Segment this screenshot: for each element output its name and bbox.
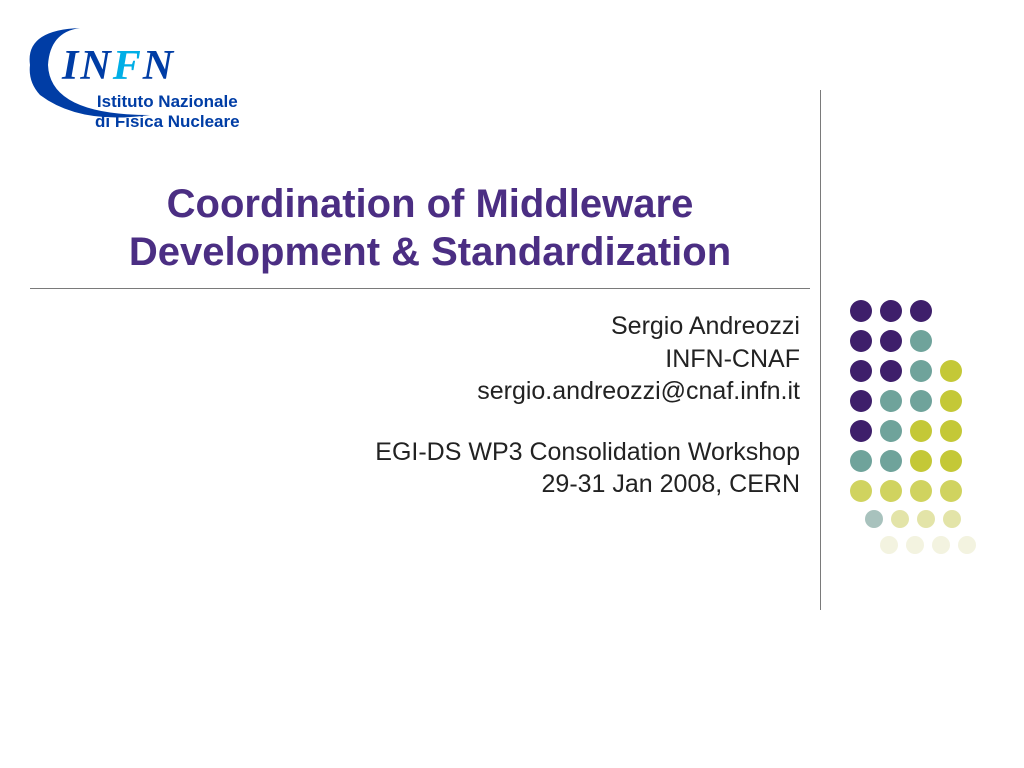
dot [850, 360, 872, 382]
dot-row [850, 480, 976, 502]
dot [940, 420, 962, 442]
logo-letter-i: I [62, 43, 80, 89]
dot [880, 390, 902, 412]
dot [940, 360, 962, 382]
dot-row [850, 420, 976, 442]
dot [917, 510, 935, 528]
dot-row [850, 450, 976, 472]
author-block: Sergio Andreozzi INFN-CNAF sergio.andreo… [60, 310, 800, 501]
dot [850, 330, 872, 352]
author-name: Sergio Andreozzi [60, 310, 800, 343]
logo-letter-f: F [113, 43, 143, 89]
author-affiliation: INFN-CNAF [60, 343, 800, 376]
dot-row [850, 360, 976, 382]
dot-row-faded [865, 510, 976, 528]
logo-letter-n2: N [143, 43, 175, 89]
dot [880, 450, 902, 472]
dot [880, 300, 902, 322]
dot [850, 390, 872, 412]
event-name: EGI-DS WP3 Consolidation Workshop [60, 436, 800, 469]
event-date-location: 29-31 Jan 2008, CERN [60, 468, 800, 501]
logo-subtitle-line2: di Fisica Nucleare [95, 112, 240, 132]
dot [958, 536, 976, 554]
decorative-dot-grid [850, 300, 976, 562]
dot [910, 450, 932, 472]
infn-logo: INFN Istituto Nazionale di Fisica Nuclea… [20, 20, 280, 150]
dot [910, 330, 932, 352]
dot [880, 480, 902, 502]
dot [932, 536, 950, 554]
dot [850, 480, 872, 502]
dot [906, 536, 924, 554]
logo-acronym: INFN [62, 42, 175, 90]
logo-letter-n1: N [80, 43, 112, 89]
dot [940, 480, 962, 502]
dot-row-faded [880, 536, 976, 554]
dot [891, 510, 909, 528]
dot [910, 360, 932, 382]
dot [910, 390, 932, 412]
dot [940, 390, 962, 412]
dot-row [850, 390, 976, 412]
dot [880, 360, 902, 382]
dot-row [850, 330, 976, 352]
dot-row [850, 300, 976, 322]
author-email: sergio.andreozzi@cnaf.infn.it [60, 375, 800, 408]
dot [910, 420, 932, 442]
dot [880, 536, 898, 554]
logo-subtitle-line1: Istituto Nazionale [95, 92, 240, 112]
dot [850, 420, 872, 442]
dot [850, 450, 872, 472]
dot [910, 480, 932, 502]
vertical-divider [820, 90, 821, 610]
dot [850, 300, 872, 322]
dot [910, 300, 932, 322]
slide-title: Coordination of Middleware Development &… [60, 180, 800, 276]
horizontal-divider [30, 288, 810, 289]
dot [880, 330, 902, 352]
dot [880, 420, 902, 442]
logo-subtitle: Istituto Nazionale di Fisica Nucleare [95, 92, 240, 131]
dot [943, 510, 961, 528]
dot [865, 510, 883, 528]
dot [940, 450, 962, 472]
